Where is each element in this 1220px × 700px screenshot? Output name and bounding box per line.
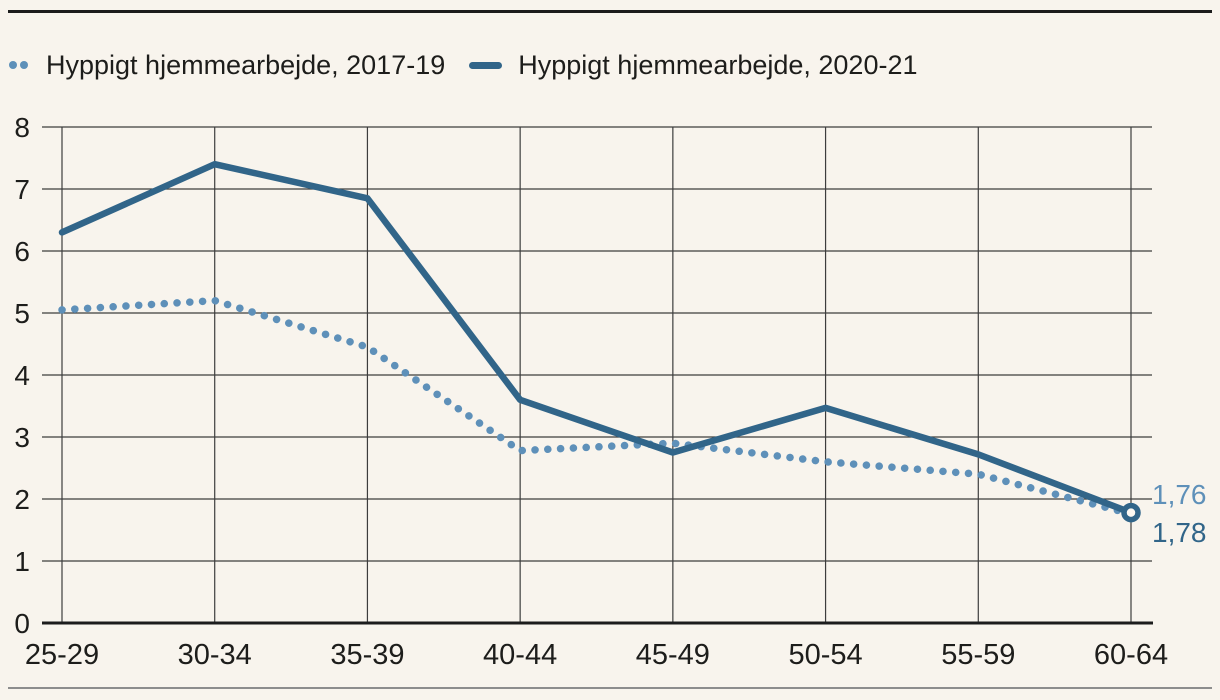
bottom-divider: [8, 687, 1212, 689]
y-tick-label: 3: [14, 422, 30, 453]
x-tick-label: 40-44: [483, 639, 557, 671]
dotted-series-marker-icon: [9, 61, 28, 69]
y-tick-label: 5: [14, 298, 30, 329]
y-tick-label: 2: [14, 484, 30, 515]
legend-label-2017-19: Hyppigt hjemmearbejde, 2017-19: [46, 49, 446, 80]
legend: Hyppigt hjemmearbejde, 2017-19 Hyppigt h…: [9, 46, 918, 84]
y-tick-label: 4: [14, 360, 30, 391]
legend-label-2020-21: Hyppigt hjemmearbejde, 2020-21: [518, 49, 918, 80]
solid-series-marker-icon: [469, 61, 503, 69]
series-line-2017-19: [58, 296, 1135, 518]
x-tick-label: 55-59: [941, 639, 1015, 671]
series-line-2020-21: [58, 160, 1135, 516]
x-tick-label: 30-34: [178, 639, 252, 671]
open-circle-end-marker: [1121, 502, 1141, 523]
x-tick-label: 60-64: [1094, 639, 1168, 671]
y-tick-label: 1: [14, 546, 30, 577]
x-tick-label: 45-49: [636, 639, 710, 671]
x-tick-label: 35-39: [330, 639, 404, 671]
end-value-label-2017-19: 1,76: [1152, 479, 1207, 510]
y-tick-label: 6: [14, 236, 30, 267]
y-tick-label: 7: [14, 174, 30, 205]
end-value-label-2020-21: 1,78: [1152, 517, 1207, 548]
legend-item-2017-19: Hyppigt hjemmearbejde, 2017-19: [9, 50, 445, 81]
y-tick-label: 8: [14, 112, 30, 143]
legend-item-2020-21: Hyppigt hjemmearbejde, 2020-21: [469, 49, 918, 81]
x-tick-label: 25-29: [25, 639, 99, 671]
x-tick-label: 50-54: [788, 639, 862, 671]
top-divider: [8, 10, 1212, 13]
y-tick-label: 0: [14, 608, 30, 639]
